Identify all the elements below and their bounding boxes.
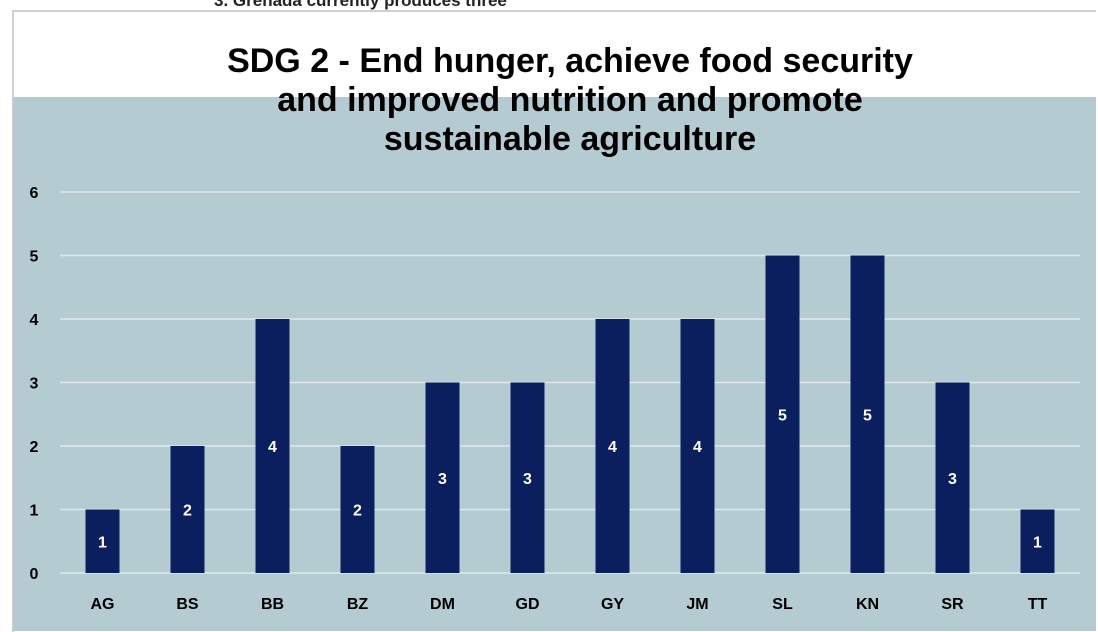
bar-jm [680, 319, 715, 573]
x-category-label: GY [601, 596, 624, 613]
bar-tt [1020, 509, 1055, 573]
x-category-label: AG [91, 596, 115, 613]
y-tick-label: 2 [30, 439, 39, 456]
x-category-label: BZ [347, 596, 369, 613]
data-label: 4 [693, 439, 702, 456]
bar-ag [85, 509, 120, 573]
bar-bs [170, 446, 205, 573]
y-axis-tick-labels: 0 1 2 3 4 5 6 [30, 185, 39, 583]
y-tick-label: 5 [30, 249, 39, 266]
x-category-label: SR [941, 596, 964, 613]
bar-sl [765, 255, 800, 573]
data-label: 4 [268, 439, 277, 456]
top-caption: 3. Grenada currently produces three [214, 0, 507, 10]
bar-sr [935, 382, 970, 573]
data-label: 1 [98, 534, 107, 551]
x-category-label: KN [856, 596, 879, 613]
data-label: 4 [608, 439, 617, 456]
chart-title-line-3: sustainable agriculture [383, 120, 757, 158]
chart-title: SDG 2 - End hunger, achieve food securit… [120, 42, 1020, 159]
bar-bb [255, 319, 290, 573]
y-tick-label: 3 [30, 376, 39, 393]
data-label: 5 [863, 407, 872, 424]
data-label: 3 [948, 471, 957, 488]
chart-title-line-2: and improved nutrition and promote [277, 81, 863, 119]
x-category-label: TT [1028, 596, 1048, 613]
x-category-label: SL [772, 596, 793, 613]
data-label: 1 [1033, 534, 1042, 551]
data-label: 2 [183, 503, 192, 520]
bars [85, 255, 1055, 573]
x-category-label: BB [261, 596, 284, 613]
bar-dm [425, 382, 460, 573]
y-tick-label: 0 [30, 566, 39, 583]
gridlines [60, 191, 1080, 574]
bar-gd [510, 382, 545, 573]
data-labels: 1 2 4 2 3 3 4 4 5 5 3 1 [98, 407, 1042, 551]
data-label: 3 [438, 471, 447, 488]
chart-title-line-1: SDG 2 - End hunger, achieve food securit… [227, 42, 913, 80]
data-label: 3 [523, 471, 532, 488]
bar-kn [850, 255, 885, 573]
y-tick-label: 6 [30, 185, 39, 202]
x-category-label: DM [430, 596, 455, 613]
y-tick-label: 4 [30, 312, 39, 329]
x-category-label: JM [686, 596, 708, 613]
x-axis-category-labels: AG BS BB BZ DM GD GY JM SL KN SR TT [91, 596, 1048, 613]
bar-bz [340, 446, 375, 573]
y-tick-label: 1 [30, 503, 39, 520]
data-label: 5 [778, 407, 787, 424]
data-label: 2 [353, 503, 362, 520]
x-category-label: GD [516, 596, 540, 613]
x-category-label: BS [176, 596, 199, 613]
bar-gy [595, 319, 630, 573]
